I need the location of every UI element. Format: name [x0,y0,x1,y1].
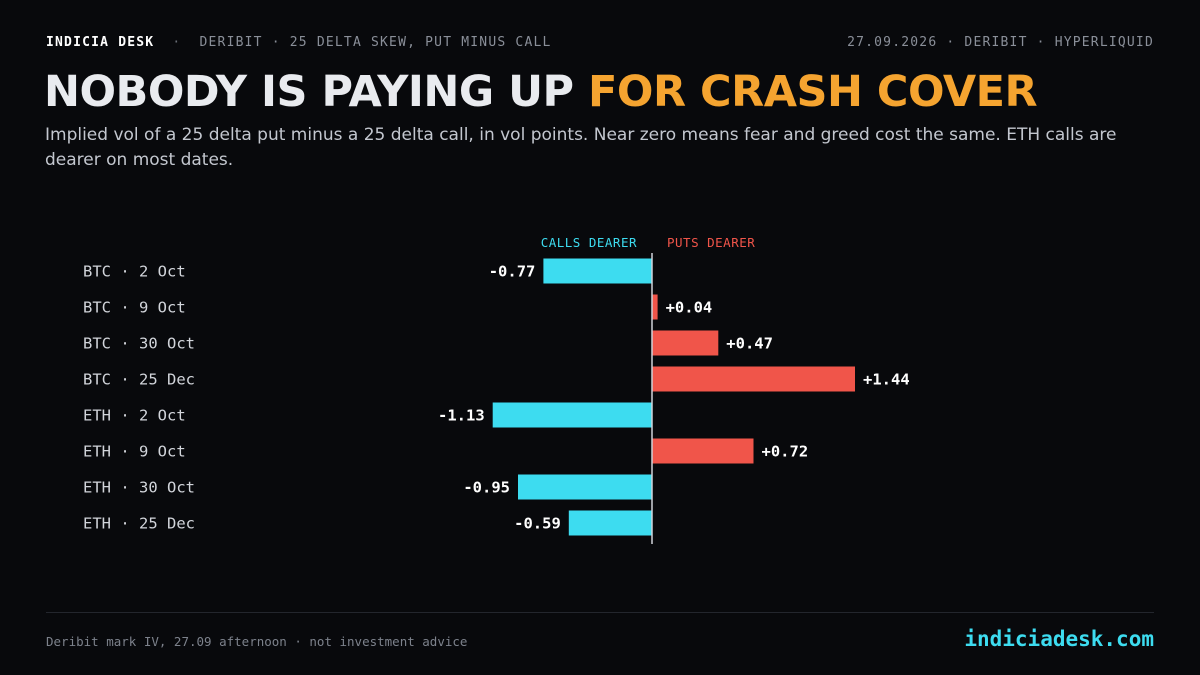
bar [652,294,658,320]
brand-separator: · [172,34,182,50]
bar [652,330,719,356]
value-label: -0.77 [489,263,536,281]
bar [652,366,855,392]
subtitle: Implied vol of a 25 delta put minus a 25… [45,125,1117,170]
category-label: BTC · 25 Dec [83,371,195,389]
value-label: +0.72 [762,443,809,461]
top-bar-left: INDICIA DESK · DERIBIT · 25 DELTA SKEW, … [46,35,552,50]
category-label: ETH · 2 Oct [83,407,186,425]
bar [652,438,754,464]
headline-lead: NOBODY IS PAYING UP [44,67,589,117]
bar [518,474,652,500]
category-label: BTC · 9 Oct [83,299,186,317]
chart-context: DERIBIT · 25 DELTA SKEW, PUT MINUS CALL [199,34,552,50]
headline: NOBODY IS PAYING UP FOR CRASH COVER [44,64,1038,120]
category-label: ETH · 30 Oct [83,479,195,497]
bar [492,402,652,428]
brand-name: INDICIA DESK [46,34,155,50]
bar [543,258,652,284]
value-label: +1.44 [863,371,910,389]
category-label: ETH · 9 Oct [83,443,186,461]
value-label: +0.47 [726,335,773,353]
value-label: +0.04 [666,299,713,317]
top-bar: INDICIA DESK · DERIBIT · 25 DELTA SKEW, … [46,33,1154,51]
value-label: -0.95 [463,479,510,497]
category-label: BTC · 2 Oct [83,263,186,281]
legend-calls-dearer: CALLS DEARER [541,235,637,250]
headline-accent: FOR CRASH COVER [588,67,1038,117]
skew-bar-chart: CALLS DEARER PUTS DEARER BTC · 2 Oct -0.77 B… [83,235,910,544]
category-label: ETH · 25 Dec [83,515,195,533]
footer-note: Deribit mark IV, 27.09 afternoon · not i… [46,634,468,649]
footer-divider [46,612,1154,613]
site-link[interactable]: indiciadesk.com [964,627,1154,651]
bar [568,510,652,536]
category-label: BTC · 30 Oct [83,335,195,353]
top-bar-meta: 27.09.2026 · DERIBIT · HYPERLIQUID [847,34,1154,50]
legend-puts-dearer: PUTS DEARER [667,235,755,250]
value-label: -0.59 [514,515,561,533]
value-label: -1.13 [438,407,485,425]
